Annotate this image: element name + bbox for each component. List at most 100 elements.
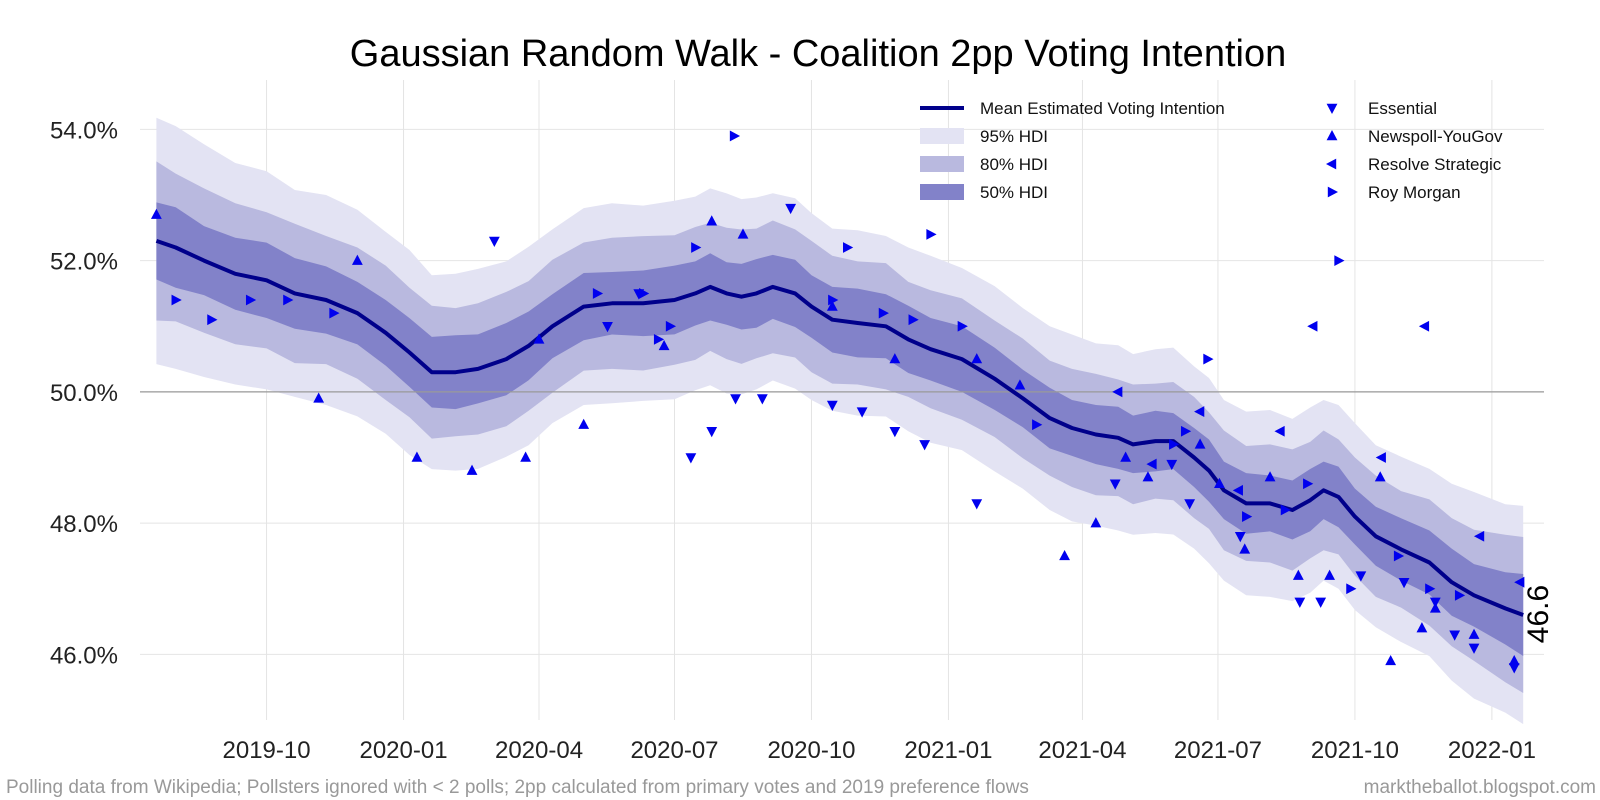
legend-label: 95% HDI <box>980 127 1048 146</box>
poll-marker-roy-morgan-24 <box>1334 255 1345 267</box>
poll-marker-newspoll-yougov-10 <box>737 228 749 239</box>
poll-marker-newspoll-yougov-18 <box>1142 471 1154 482</box>
y-axis-ticks: 46.0% 48.0% 50.0% 52.0% 54.0% <box>50 117 118 669</box>
poll-marker-roy-morgan-16 <box>957 320 968 332</box>
poll-marker-newspoll-yougov-12 <box>889 353 901 364</box>
legend-swatch-hdi-95 <box>920 128 964 144</box>
poll-marker-roy-morgan-22 <box>1280 504 1291 516</box>
poll-marker-newspoll-yougov-0 <box>150 208 162 219</box>
poll-marker-newspoll-yougov-22 <box>1264 471 1276 482</box>
x-tick-label: 2021-07 <box>1174 737 1262 764</box>
poll-marker-roy-morgan-1 <box>207 314 218 326</box>
legend-label: Newspoll-YouGov <box>1368 127 1503 146</box>
poll-marker-roy-morgan-4 <box>329 307 340 319</box>
poll-marker-resolve-strategic-6 <box>1375 452 1386 463</box>
poll-markers <box>150 130 1525 674</box>
poll-marker-newspoll-yougov-24 <box>1324 569 1336 580</box>
poll-marker-resolve-strategic-3 <box>1232 484 1243 496</box>
legend-swatch-hdi-50 <box>920 184 964 200</box>
x-tick-label: 2021-10 <box>1311 737 1399 764</box>
poll-marker-roy-morgan-3 <box>283 294 294 306</box>
poll-marker-newspoll-yougov-17 <box>1120 451 1132 462</box>
x-axis-ticks: 2019-10 2020-01 2020-04 2020-07 2020-10 2021-… <box>223 737 1536 764</box>
legend-label: 80% HDI <box>980 155 1048 174</box>
poll-marker-newspoll-yougov-28 <box>1429 602 1441 613</box>
poll-marker-resolve-strategic-9 <box>1514 576 1525 588</box>
poll-marker-essential-3 <box>685 453 697 464</box>
legend-marker-resolve-strategic <box>1326 158 1337 170</box>
poll-marker-roy-morgan-5 <box>592 288 604 299</box>
poll-marker-newspoll-yougov-29 <box>1468 628 1480 639</box>
poll-marker-newspoll-yougov-26 <box>1385 654 1397 666</box>
poll-marker-resolve-strategic-2 <box>1194 406 1205 417</box>
poll-marker-resolve-strategic-7 <box>1418 320 1430 332</box>
mean-line <box>155 239 1524 617</box>
footer-source: Polling data from Wikipedia; Pollsters i… <box>6 777 1029 798</box>
poll-marker-newspoll-yougov-1 <box>351 254 363 265</box>
legend-label: Roy Morgan <box>1368 183 1461 202</box>
y-tick-label: 46.0% <box>50 642 118 669</box>
poll-marker-roy-morgan-28 <box>1454 589 1466 601</box>
poll-marker-newspoll-yougov-11 <box>826 300 838 311</box>
poll-marker-roy-morgan-0 <box>171 294 182 306</box>
poll-marker-essential-23 <box>1468 643 1480 654</box>
poll-marker-roy-morgan-25 <box>1346 583 1357 595</box>
mean-line-group <box>155 239 1524 617</box>
poll-marker-roy-morgan-19 <box>1180 425 1192 437</box>
poll-marker-resolve-strategic-5 <box>1307 320 1318 332</box>
poll-marker-roy-morgan-27 <box>1425 583 1436 595</box>
poll-marker-newspoll-yougov-25 <box>1374 471 1386 482</box>
poll-marker-roy-morgan-8 <box>665 320 677 332</box>
poll-marker-essential-1 <box>602 322 613 333</box>
poll-marker-newspoll-yougov-5 <box>520 451 532 462</box>
poll-marker-newspoll-yougov-27 <box>1416 622 1428 633</box>
footer-site: marktheballot.blogspot.com <box>1364 777 1596 798</box>
poll-marker-essential-13 <box>1109 479 1121 490</box>
poll-marker-roy-morgan-14 <box>908 314 919 326</box>
x-tick-label: 2021-01 <box>904 737 992 764</box>
y-tick-label: 52.0% <box>50 249 118 276</box>
poll-marker-newspoll-yougov-21 <box>1239 543 1251 554</box>
legend-marker-essential <box>1326 103 1338 114</box>
poll-marker-newspoll-yougov-4 <box>466 464 478 475</box>
poll-marker-newspoll-yougov-9 <box>706 215 718 226</box>
poll-marker-newspoll-yougov-8 <box>658 339 670 351</box>
poll-marker-essential-16 <box>1234 532 1246 543</box>
poll-marker-essential-12 <box>971 499 983 510</box>
legend: Mean Estimated Voting Intention 95% HDI 80… <box>920 99 1503 202</box>
poll-marker-roy-morgan-7 <box>653 333 665 345</box>
x-tick-label: 2020-04 <box>495 737 583 764</box>
poll-marker-essential-19 <box>1355 571 1367 582</box>
poll-marker-newspoll-yougov-30 <box>1508 654 1520 666</box>
poll-marker-resolve-strategic-4 <box>1274 425 1285 437</box>
poll-marker-essential-22 <box>1449 630 1461 641</box>
poll-marker-essential-5 <box>730 394 741 405</box>
poll-marker-roy-morgan-10 <box>729 130 741 142</box>
legend-marker-roy-morgan <box>1327 186 1338 198</box>
legend-label: Mean Estimated Voting Intention <box>980 99 1225 118</box>
poll-marker-essential-20 <box>1398 577 1410 589</box>
poll-marker-roy-morgan-15 <box>926 228 937 240</box>
poll-marker-essential-7 <box>785 203 797 215</box>
poll-marker-resolve-strategic-0 <box>1112 386 1123 398</box>
x-tick-label: 2020-01 <box>359 737 447 764</box>
hdi-band-95 <box>156 117 1524 725</box>
poll-marker-roy-morgan-9 <box>691 242 702 253</box>
poll-marker-newspoll-yougov-2 <box>313 392 325 403</box>
poll-marker-roy-morgan-18 <box>1169 438 1180 450</box>
poll-marker-roy-morgan-13 <box>878 307 889 319</box>
hdi-band-50 <box>156 202 1524 656</box>
poll-marker-essential-6 <box>756 394 768 405</box>
poll-marker-roy-morgan-6 <box>639 288 650 299</box>
poll-marker-newspoll-yougov-19 <box>1194 438 1206 449</box>
poll-marker-essential-24 <box>1508 663 1520 674</box>
poll-marker-essential-14 <box>1166 459 1178 471</box>
poll-marker-newspoll-yougov-23 <box>1292 569 1304 580</box>
poll-marker-newspoll-yougov-16 <box>1090 517 1102 528</box>
x-tick-label: 2020-07 <box>630 737 718 764</box>
poll-marker-roy-morgan-2 <box>245 294 257 306</box>
poll-marker-essential-17 <box>1294 597 1306 608</box>
poll-marker-essential-0 <box>488 236 500 247</box>
x-tick-label: 2019-10 <box>223 737 311 764</box>
poll-marker-essential-18 <box>1315 597 1327 608</box>
